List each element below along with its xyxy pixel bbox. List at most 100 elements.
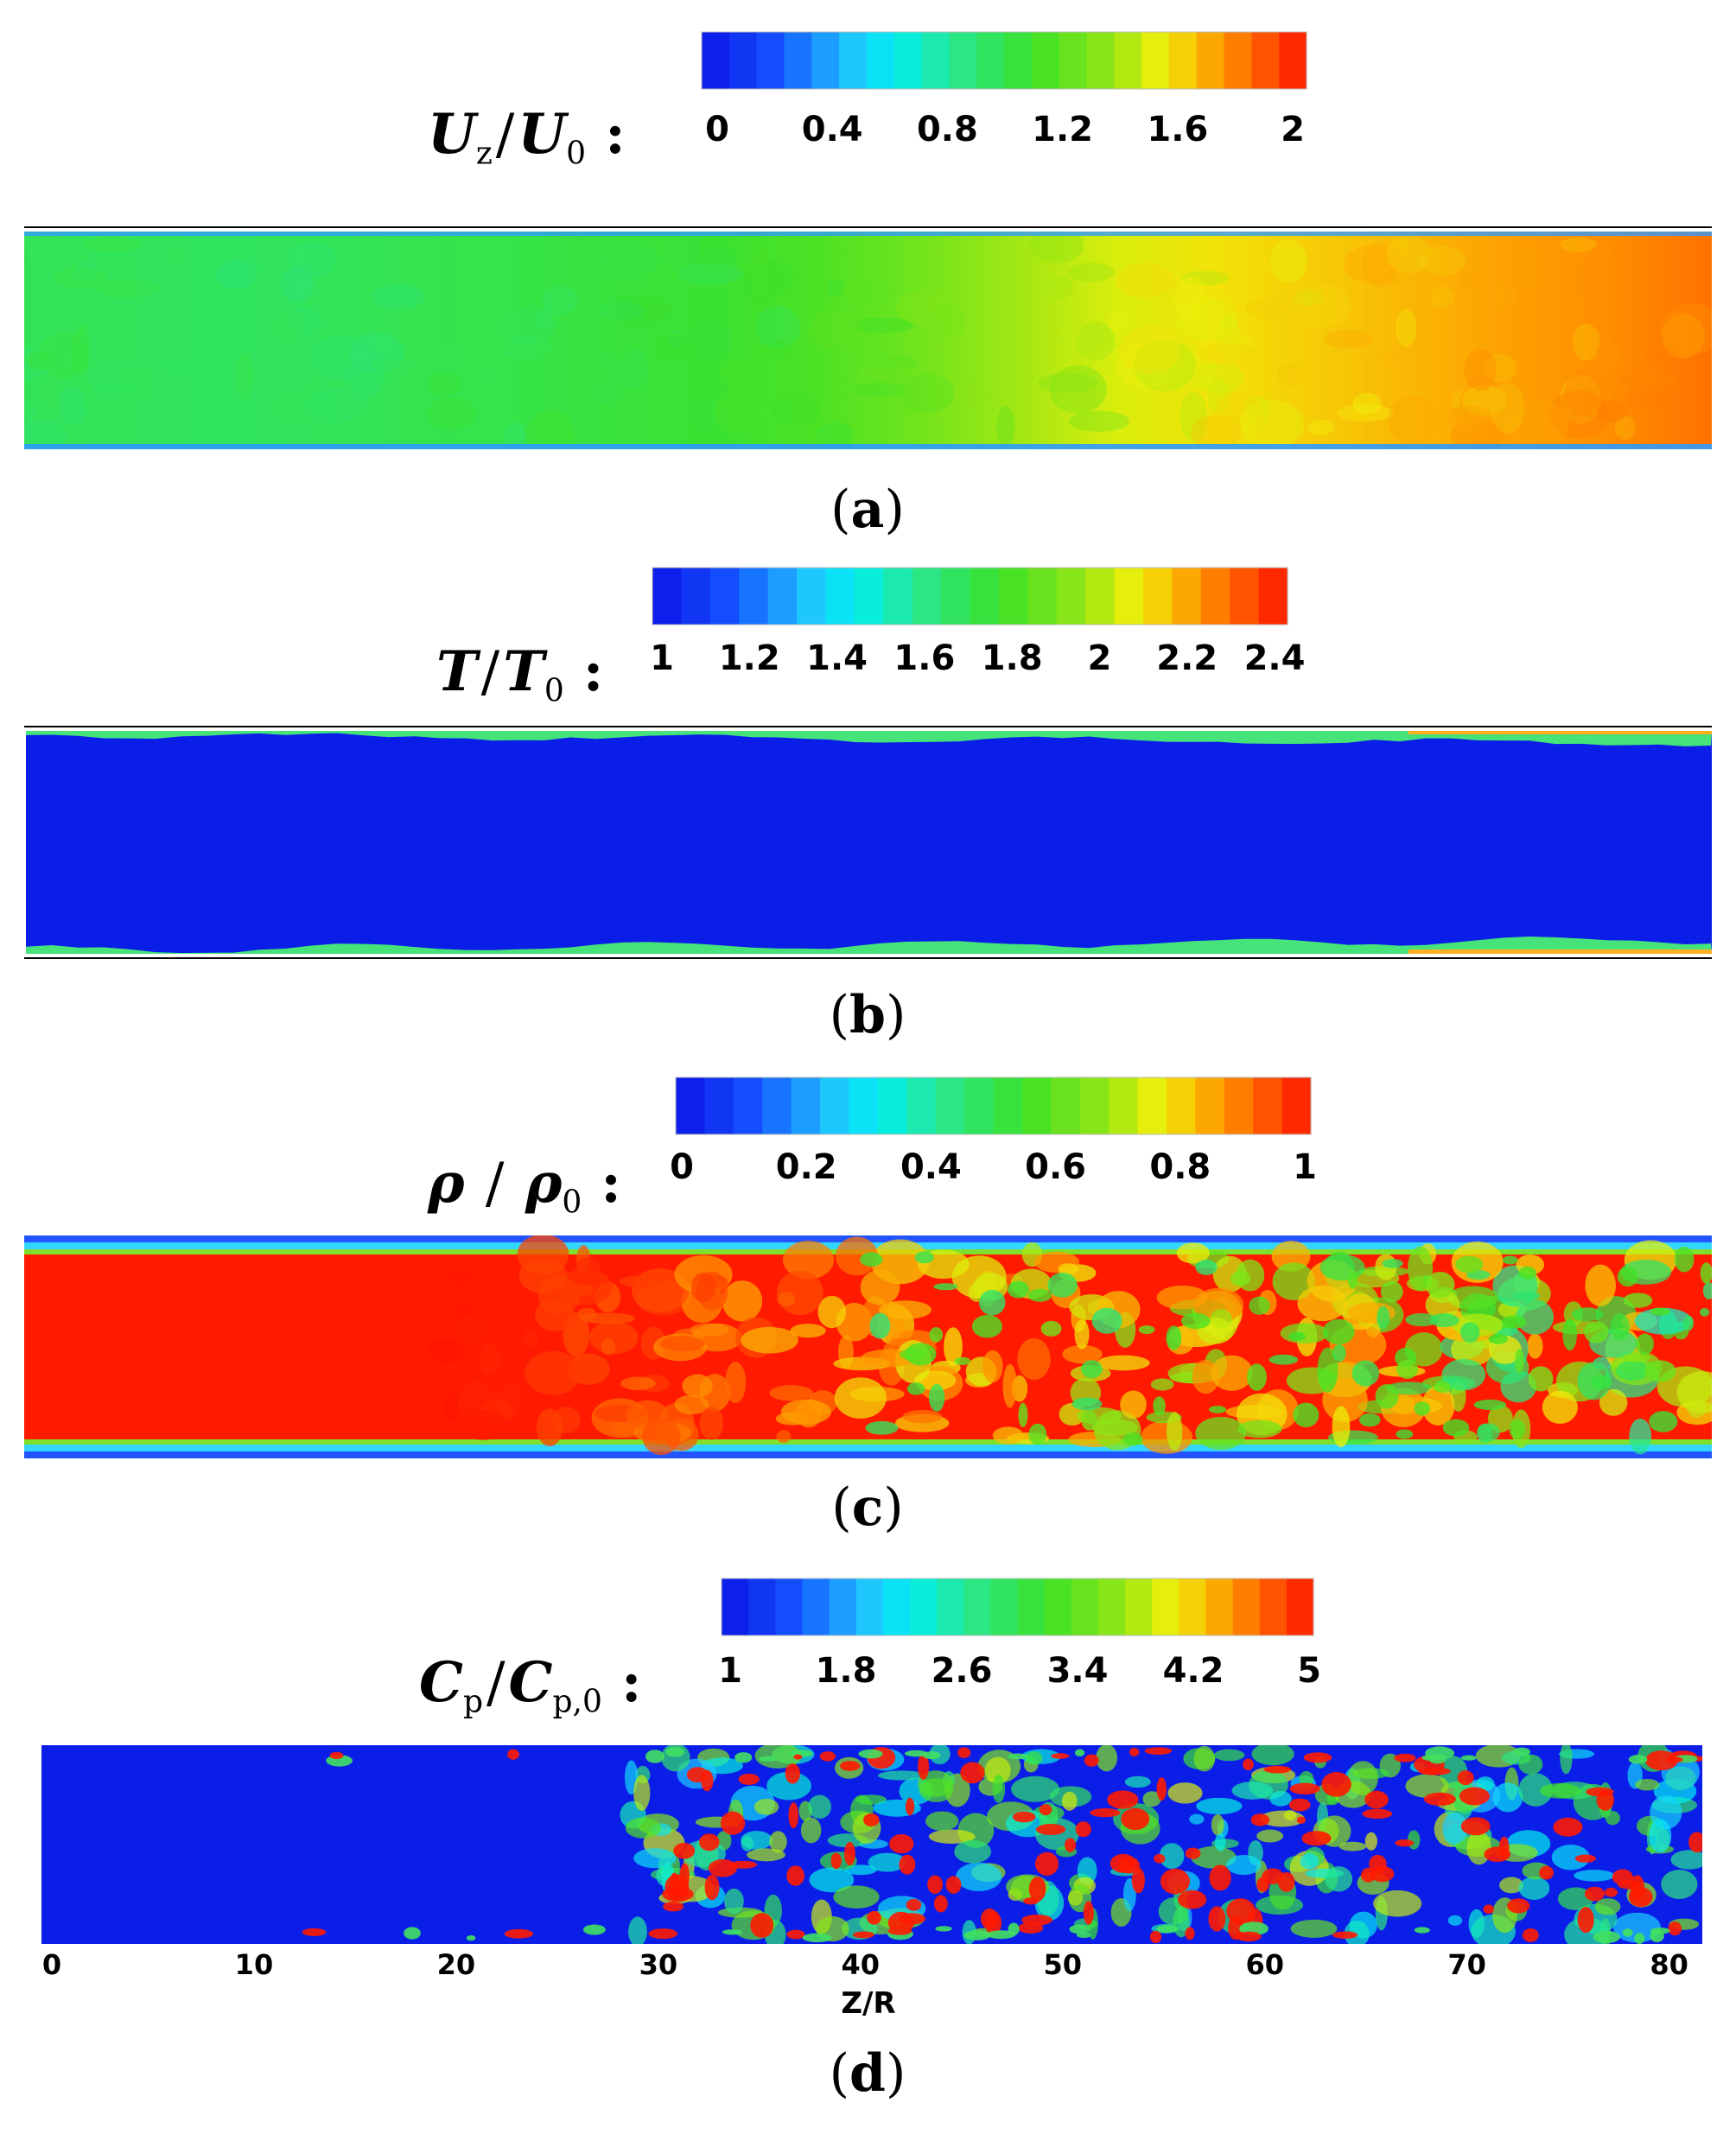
colorbar-band (762, 1077, 792, 1134)
colorbar-band (970, 568, 1000, 625)
colorbar-band (802, 1578, 830, 1635)
colorbar-band (909, 1578, 938, 1635)
colorbar-band (849, 1077, 879, 1134)
colorbar-band (1141, 32, 1170, 89)
colorbar-band (1044, 1578, 1072, 1635)
colorbar-tick-label: 0.4 (900, 1147, 962, 1187)
colorbar-band (1200, 568, 1230, 625)
colorbar-band (775, 1578, 804, 1635)
colorbar-band (1086, 32, 1115, 89)
colorbar-band (1031, 32, 1060, 89)
colorbar-band (1004, 32, 1033, 89)
field-density (24, 1235, 1712, 1458)
colorbar-band (1196, 32, 1225, 89)
variable-label-b: T/T0: (436, 639, 604, 709)
colorbar-band (839, 32, 868, 89)
colorbar-band (1232, 1578, 1261, 1635)
x-axis-tick-label: 60 (1245, 1948, 1284, 1981)
colorbar-tick-label: 2.2 (1156, 638, 1218, 678)
colorbar-band (963, 1578, 991, 1635)
colorbar-band (652, 568, 683, 625)
colorbar-band (1125, 1578, 1153, 1635)
colorbar-band (998, 568, 1028, 625)
colorbar-tick-label: 2.6 (932, 1651, 993, 1691)
colorbar-band (784, 32, 812, 89)
colorbar-band (1286, 1578, 1314, 1635)
colorbar-band (1142, 568, 1173, 625)
variable-label-d: Cp/Cp,0: (419, 1650, 642, 1720)
colorbar-band (906, 1077, 937, 1134)
caption-a: (a) (830, 480, 905, 540)
variable-label-a: Uz/U0: (428, 102, 626, 172)
panel-c: ρ / ρ0: 0 0.2 0.4 0.6 0.8 1 (c) (0, 1063, 1736, 1564)
colorbar-band (1251, 32, 1280, 89)
colorbar-tick-label: 1.8 (816, 1651, 877, 1691)
x-axis-tick-label: 30 (639, 1948, 678, 1981)
colorbar-tick-label: 0 (670, 1147, 694, 1187)
colorbar-band (949, 32, 977, 89)
colorbar-tick-label: 1 (650, 638, 674, 678)
x-axis-tick-label: 20 (437, 1948, 476, 1981)
colorbar-band (676, 1077, 706, 1134)
panel-a: Uz/U0: 0 0.4 0.8 1.2 1.6 2 (a) (0, 0, 1736, 553)
colorbar-band (1071, 1578, 1099, 1635)
panel-b: T/T0: 1 1.2 1.4 1.6 1.8 2 2.2 2.4 (b) (0, 553, 1736, 1063)
variable-label-c: ρ / ρ0: (428, 1151, 621, 1221)
colorbar-band (820, 1077, 850, 1134)
colorbar-band (993, 1077, 1023, 1134)
colorbar-tick-label: 1.6 (893, 638, 955, 678)
colorbar-band (704, 1077, 734, 1134)
colorbar-band (866, 32, 895, 89)
x-axis-tick-label: 50 (1043, 1948, 1082, 1981)
colorbar-band (1056, 568, 1086, 625)
colorbar-tick-label: 1 (1293, 1147, 1317, 1187)
x-axis-tick-label: 70 (1447, 1948, 1486, 1981)
colorbar-band (1168, 32, 1198, 89)
colorbar-band (791, 1077, 821, 1134)
caption-b: (b) (829, 985, 906, 1045)
x-axis-tick-label: 80 (1650, 1948, 1688, 1981)
colorbar-band (1017, 1578, 1046, 1635)
colorbar-band (1179, 1578, 1207, 1635)
colorbar-band (976, 32, 1005, 89)
colorbar-band (797, 568, 827, 625)
colorbar-band (1152, 1578, 1180, 1635)
colorbar-band (1097, 1578, 1126, 1635)
x-axis: 0 10 20 30 40 50 60 70 80 Z/R (42, 1948, 1688, 2021)
colorbar-c: 0 0.2 0.4 0.6 0.8 1 (670, 1077, 1317, 1187)
colorbar-band (767, 568, 798, 625)
colorbar-band (1259, 1578, 1288, 1635)
colorbar-tick-label: 2.4 (1244, 638, 1306, 678)
colorbar-band (1224, 1077, 1254, 1134)
panel-d: Cp/Cp,0: 1 1.8 2.6 3.4 4.2 5 (d) (0, 1564, 1736, 2134)
colorbar-tick-label: 2 (1281, 110, 1305, 149)
colorbar-band (702, 32, 730, 89)
x-axis-title: Z/R (841, 1986, 895, 2021)
colorbar-band (1051, 1077, 1081, 1134)
colorbar-band (722, 1578, 749, 1635)
field-cp (41, 1745, 1702, 1944)
colorbar-band (935, 1077, 965, 1134)
wall-top-a (24, 226, 1712, 228)
colorbar-band (1079, 1077, 1110, 1134)
colorbar-band (1230, 568, 1260, 625)
colorbar-band (1224, 32, 1252, 89)
colorbar-band (1258, 568, 1288, 625)
caption-c: (c) (831, 1477, 904, 1538)
colorbar-band (811, 32, 840, 89)
x-axis-tick-label: 40 (842, 1948, 881, 1981)
colorbar-band (1059, 32, 1088, 89)
colorbar-band (829, 1578, 857, 1635)
colorbar-band (1195, 1077, 1225, 1134)
colorbar-d: 1 1.8 2.6 3.4 4.2 5 (718, 1578, 1321, 1691)
colorbar-tick-label: 1.6 (1147, 110, 1208, 149)
colorbar-tick-label: 0 (705, 110, 729, 149)
colorbar-band (1114, 568, 1144, 625)
colorbar-band (733, 1077, 763, 1134)
colorbar-band (748, 1578, 776, 1635)
colorbar-tick-label: 3.4 (1047, 1651, 1109, 1691)
colorbar-tick-label: 0.2 (776, 1147, 837, 1187)
colorbar-band (912, 568, 942, 625)
x-axis-tick-label: 10 (235, 1948, 274, 1981)
colorbar-tick-label: 1.8 (982, 638, 1043, 678)
